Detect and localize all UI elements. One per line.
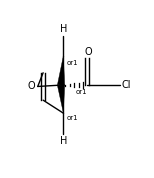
Text: O: O: [84, 47, 92, 57]
Text: or1: or1: [66, 115, 78, 121]
Text: O: O: [28, 82, 35, 91]
Text: Cl: Cl: [121, 80, 131, 90]
Text: or1: or1: [75, 88, 87, 95]
Polygon shape: [57, 56, 65, 85]
Polygon shape: [57, 85, 65, 113]
Text: H: H: [60, 136, 67, 146]
Text: or1: or1: [66, 60, 78, 66]
Text: H: H: [60, 24, 67, 34]
